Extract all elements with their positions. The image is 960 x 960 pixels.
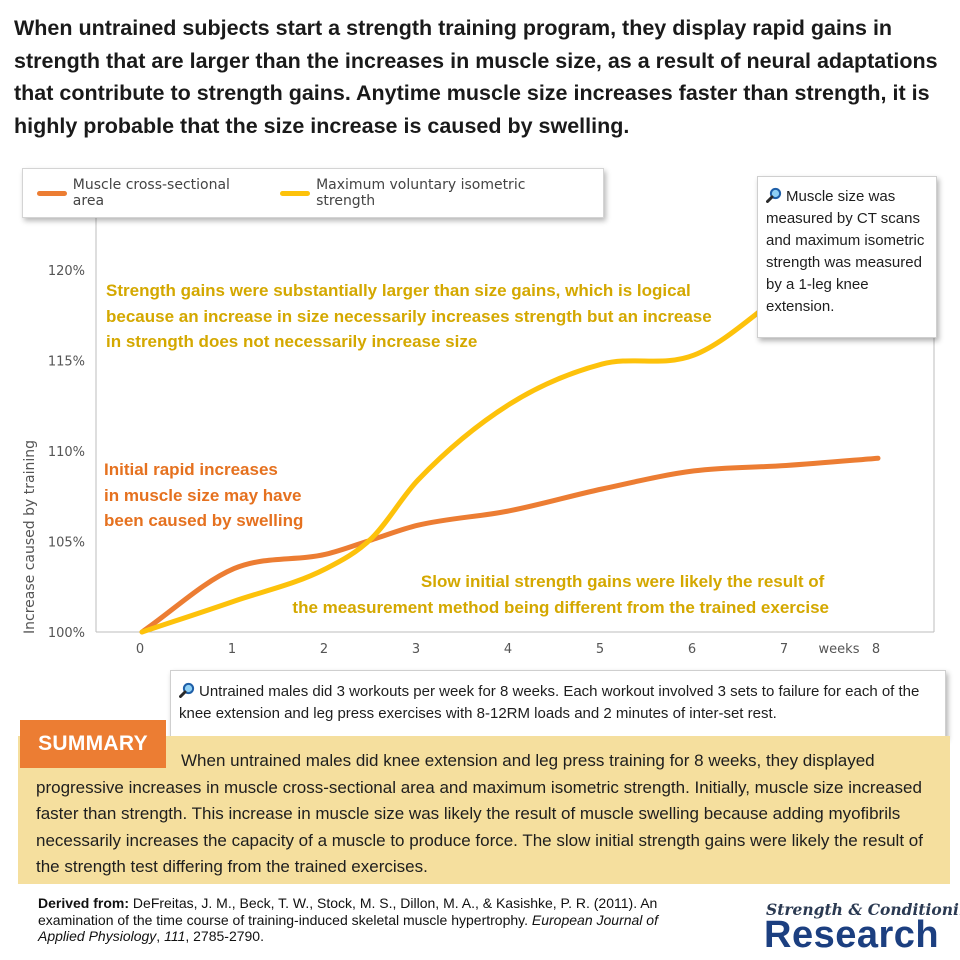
headline: When untrained subjects start a strength… xyxy=(14,16,938,138)
x-tick-label: 3 xyxy=(412,642,420,657)
legend-item-strength: Maximum voluntary isometric strength xyxy=(280,177,587,209)
annotation-rapid-increase: Initial rapid increases in muscle size m… xyxy=(104,460,306,530)
legend-label-strength: Maximum voluntary isometric strength xyxy=(316,177,526,209)
summary-text: When untrained males did knee extension … xyxy=(36,751,923,876)
x-tick-label: 6 xyxy=(688,642,696,657)
brand-logo: Strength & Conditioning Research xyxy=(760,898,960,956)
logo-line-1: Strength & Conditioning xyxy=(766,900,960,919)
citation-volume: 111 xyxy=(164,928,186,944)
citation-authors: DeFreitas, J. M., Beck, T. W., Stock, M.… xyxy=(38,895,658,928)
protocol-note-text: Untrained males did 3 workouts per week … xyxy=(179,683,920,722)
protocol-note: Untrained males did 3 workouts per week … xyxy=(170,670,946,738)
line-chart: 100% 105% 110% 115% 120% 0 1 2 3 4 5 6 7 8 Increase … xyxy=(22,207,935,657)
citation: Derived from: DeFreitas, J. M., Beck, T.… xyxy=(38,895,658,945)
annotation-rapid-increase-line: Initial rapid increases xyxy=(104,460,278,479)
x-tick-label: 4 xyxy=(504,642,512,657)
annotation-slow-strength-line: the measurement method being different f… xyxy=(292,598,829,617)
measurement-note: Muscle size was measured by CT scans and… xyxy=(757,176,937,338)
annotation-slow-strength-line: Slow initial strength gains were likely … xyxy=(421,572,825,591)
magnifying-glass-icon xyxy=(766,187,782,203)
chart-legend: Muscle cross-sectional area Maximum volu… xyxy=(22,168,604,218)
y-tick-label: 110% xyxy=(48,445,85,460)
annotation-strength-gains-line: in strength does not necessarily increas… xyxy=(106,332,477,351)
citation-pages: , 2785-2790. xyxy=(185,928,264,944)
annotation-slow-strength: Slow initial strength gains were likely … xyxy=(292,572,829,617)
y-tick-label: 115% xyxy=(48,355,85,370)
x-tick-label: 5 xyxy=(596,642,604,657)
citation-journal: European Journal of Applied Physiology xyxy=(38,911,658,945)
y-tick-label: 120% xyxy=(48,264,85,279)
legend-swatch-strength xyxy=(280,190,311,196)
summary-panel xyxy=(18,736,950,884)
legend-label-muscle: Muscle cross-sectional area xyxy=(72,177,230,209)
x-tick-label: 8 xyxy=(872,642,880,657)
series-line-muscle-area xyxy=(139,455,881,635)
citation-label: Derived from: xyxy=(38,895,130,911)
x-tick-label: 0 xyxy=(136,642,144,657)
annotation-strength-gains-line: Strength gains were substantially larger… xyxy=(106,281,691,300)
annotation-rapid-increase-line: in muscle size may have xyxy=(104,486,302,505)
summary-label: SUMMARY xyxy=(20,720,166,768)
x-tick-label: 2 xyxy=(320,642,328,657)
annotation-strength-gains-line: because an increase in size necessarily … xyxy=(106,307,712,326)
measurement-note-text: Muscle size was measured by CT scans and… xyxy=(766,188,925,315)
annotation-rapid-increase-line: been caused by swelling xyxy=(104,511,303,530)
series-line-isometric-strength xyxy=(139,289,789,635)
x-tick-label: 7 xyxy=(780,642,788,657)
x-axis-label: weeks xyxy=(819,642,860,657)
y-tick-label: 100% xyxy=(48,626,85,641)
magnifying-glass-icon xyxy=(179,682,195,698)
x-tick-label: 1 xyxy=(228,642,236,657)
legend-swatch-muscle xyxy=(37,190,67,196)
annotation-strength-gains: Strength gains were substantially larger… xyxy=(106,281,716,351)
legend-item-muscle: Muscle cross-sectional area xyxy=(37,177,264,209)
y-axis-label: Increase caused by training xyxy=(22,440,38,634)
y-tick-label: 105% xyxy=(48,536,85,551)
logo-line-2: Research xyxy=(764,914,940,956)
